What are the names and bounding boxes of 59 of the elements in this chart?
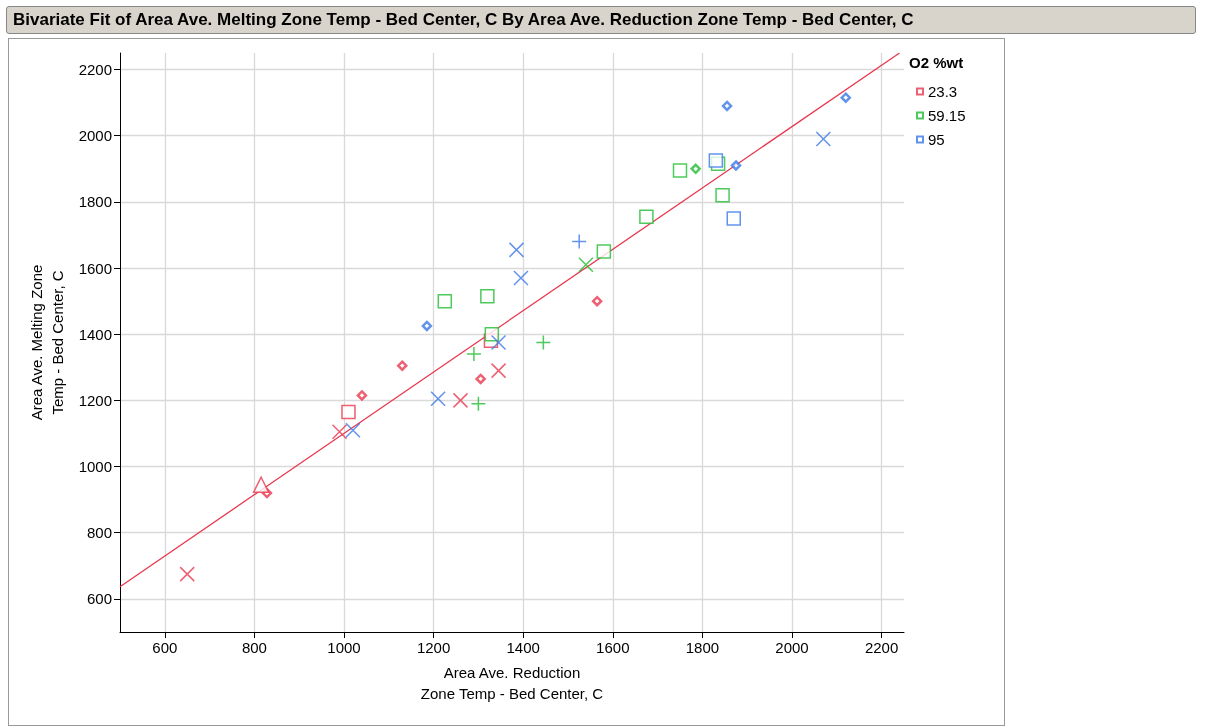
y-axis-title: Area Ave. Melting Zone Temp - Bed Center, C bbox=[27, 264, 66, 421]
x-tick-label: 1200 bbox=[416, 639, 451, 656]
point bbox=[331, 424, 348, 440]
point bbox=[726, 211, 742, 226]
y-tick-label: 2000 bbox=[78, 127, 112, 145]
point bbox=[356, 390, 368, 401]
point bbox=[396, 360, 408, 371]
point bbox=[345, 422, 361, 438]
point bbox=[430, 391, 446, 407]
y-tick-label: 1600 bbox=[78, 259, 112, 277]
point bbox=[721, 100, 733, 112]
legend-title: O2 %wt bbox=[909, 54, 964, 71]
point bbox=[490, 362, 507, 379]
point bbox=[840, 92, 852, 103]
y-tick-label: 800 bbox=[86, 524, 112, 542]
y-tick-label: 600 bbox=[86, 590, 112, 608]
legend-label: 95 bbox=[928, 131, 945, 148]
point bbox=[475, 373, 486, 385]
point bbox=[596, 244, 612, 259]
point bbox=[708, 153, 724, 168]
point bbox=[672, 163, 688, 178]
x-tick-label: 1000 bbox=[327, 639, 361, 656]
x-axis-title: Area Ave. Reduction Zone Temp - Bed Center, C bbox=[420, 664, 604, 702]
legend-label: 59.15 bbox=[928, 107, 966, 124]
point bbox=[466, 346, 482, 362]
x-tick-label: 600 bbox=[152, 639, 178, 656]
point bbox=[535, 334, 552, 351]
point bbox=[730, 160, 742, 171]
x-tick-label: 1400 bbox=[506, 639, 540, 656]
y-tick-label: 1000 bbox=[78, 458, 112, 476]
point bbox=[571, 233, 587, 250]
point bbox=[179, 566, 195, 582]
x-tick-label: 1800 bbox=[685, 639, 720, 656]
x-tick-label: 2200 bbox=[864, 639, 899, 656]
point bbox=[508, 242, 525, 258]
y-tick-label: 1400 bbox=[78, 325, 112, 343]
point bbox=[341, 404, 356, 420]
point bbox=[513, 270, 529, 286]
chart-title: Bivariate Fit of Area Ave. Melting Zone Temp - Bed Center, C By Area Ave. Reduction Zone Temp - Bed Center, C bbox=[6, 6, 1196, 34]
legend-label: 23.3 bbox=[928, 83, 958, 100]
point bbox=[591, 295, 603, 307]
point bbox=[578, 257, 594, 273]
point bbox=[470, 395, 487, 412]
point bbox=[690, 163, 701, 175]
point bbox=[639, 209, 654, 225]
point bbox=[715, 188, 730, 203]
point bbox=[421, 320, 433, 332]
x-tick-label: 800 bbox=[241, 639, 267, 656]
y-tick-label: 1800 bbox=[78, 193, 112, 211]
x-tick-label: 2000 bbox=[775, 639, 809, 656]
point bbox=[480, 288, 495, 304]
x-tick-label: 1600 bbox=[596, 639, 630, 656]
point bbox=[815, 131, 832, 147]
point bbox=[452, 392, 469, 409]
point bbox=[252, 476, 270, 494]
point bbox=[490, 334, 507, 351]
y-tick-label: 1200 bbox=[78, 391, 112, 409]
point bbox=[437, 293, 453, 309]
y-tick-label: 2200 bbox=[78, 61, 112, 79]
